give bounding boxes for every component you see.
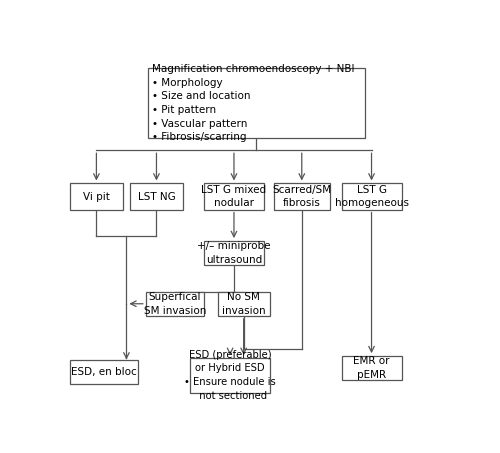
Text: LST NG: LST NG xyxy=(138,192,175,202)
Text: ESD (preferable)
or Hybrid ESD
• Ensure nodule is
  not sectioned: ESD (preferable) or Hybrid ESD • Ensure … xyxy=(184,350,276,400)
Text: EMR or
pEMR: EMR or pEMR xyxy=(354,357,390,380)
Text: Scarred/SM
fibrosis: Scarred/SM fibrosis xyxy=(272,185,332,208)
Text: Vi pit: Vi pit xyxy=(83,192,110,202)
FancyBboxPatch shape xyxy=(130,183,182,210)
FancyBboxPatch shape xyxy=(190,358,270,393)
Text: +/– miniprobe
ultrasound: +/– miniprobe ultrasound xyxy=(197,241,270,265)
FancyBboxPatch shape xyxy=(148,68,365,138)
FancyBboxPatch shape xyxy=(204,183,264,210)
Text: ESD, en bloc: ESD, en bloc xyxy=(72,367,137,377)
FancyBboxPatch shape xyxy=(146,292,204,316)
FancyBboxPatch shape xyxy=(274,183,330,210)
FancyBboxPatch shape xyxy=(70,183,122,210)
FancyBboxPatch shape xyxy=(342,356,402,381)
Text: LST G mixed
nodular: LST G mixed nodular xyxy=(202,185,266,208)
FancyBboxPatch shape xyxy=(204,241,264,265)
FancyBboxPatch shape xyxy=(342,183,402,210)
Text: No SM
invasion: No SM invasion xyxy=(222,292,266,316)
Text: Magnification chromoendoscopy + NBI
• Morphology
• Size and location
• Pit patte: Magnification chromoendoscopy + NBI • Mo… xyxy=(152,64,355,142)
FancyBboxPatch shape xyxy=(218,292,270,316)
Text: Superfical
SM invasion: Superfical SM invasion xyxy=(144,292,206,316)
Text: LST G
homogeneous: LST G homogeneous xyxy=(334,185,408,208)
FancyBboxPatch shape xyxy=(70,360,138,384)
